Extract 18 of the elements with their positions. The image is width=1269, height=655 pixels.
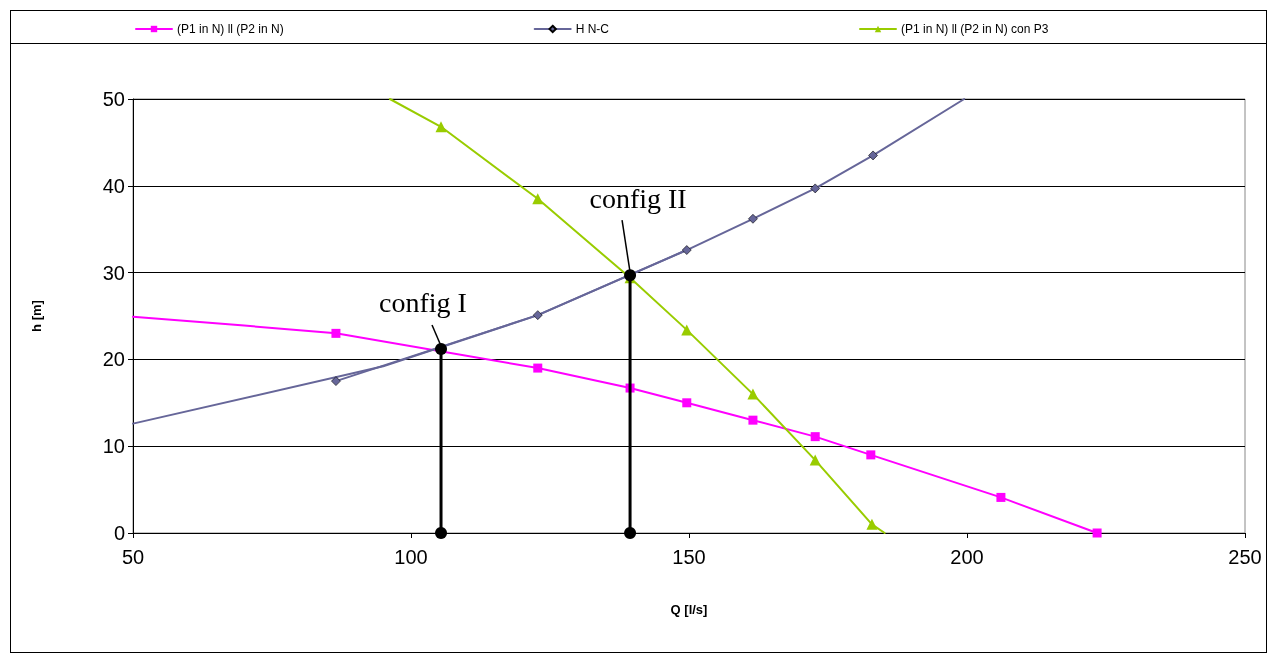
y-tick-label: 0	[113, 522, 125, 544]
y-tick-label: 50	[102, 88, 125, 110]
y-tick-label: 10	[102, 435, 125, 458]
legend-label: (P1 in N) ll (P2 in N) con P3	[901, 22, 1049, 36]
x-tick-label: 100	[394, 546, 428, 568]
y-tick-label: 30	[102, 261, 125, 284]
y-tick-label: 40	[102, 174, 125, 197]
y-axis-title: h [m]	[29, 300, 44, 332]
annotation: config II	[589, 183, 687, 216]
legend-label: H N-C	[575, 22, 610, 36]
x-tick-label: 150	[672, 546, 706, 568]
x-axis-title: Q [l/s]	[670, 602, 708, 617]
x-tick-label: 250	[1228, 546, 1262, 568]
legend-label: (P1 in N) ll (P2 in N)	[177, 22, 284, 36]
x-tick-label: 50	[121, 546, 145, 568]
x-tick-label: 200	[950, 546, 984, 568]
y-tick-label: 20	[102, 348, 125, 371]
annotation: config I	[379, 286, 467, 319]
